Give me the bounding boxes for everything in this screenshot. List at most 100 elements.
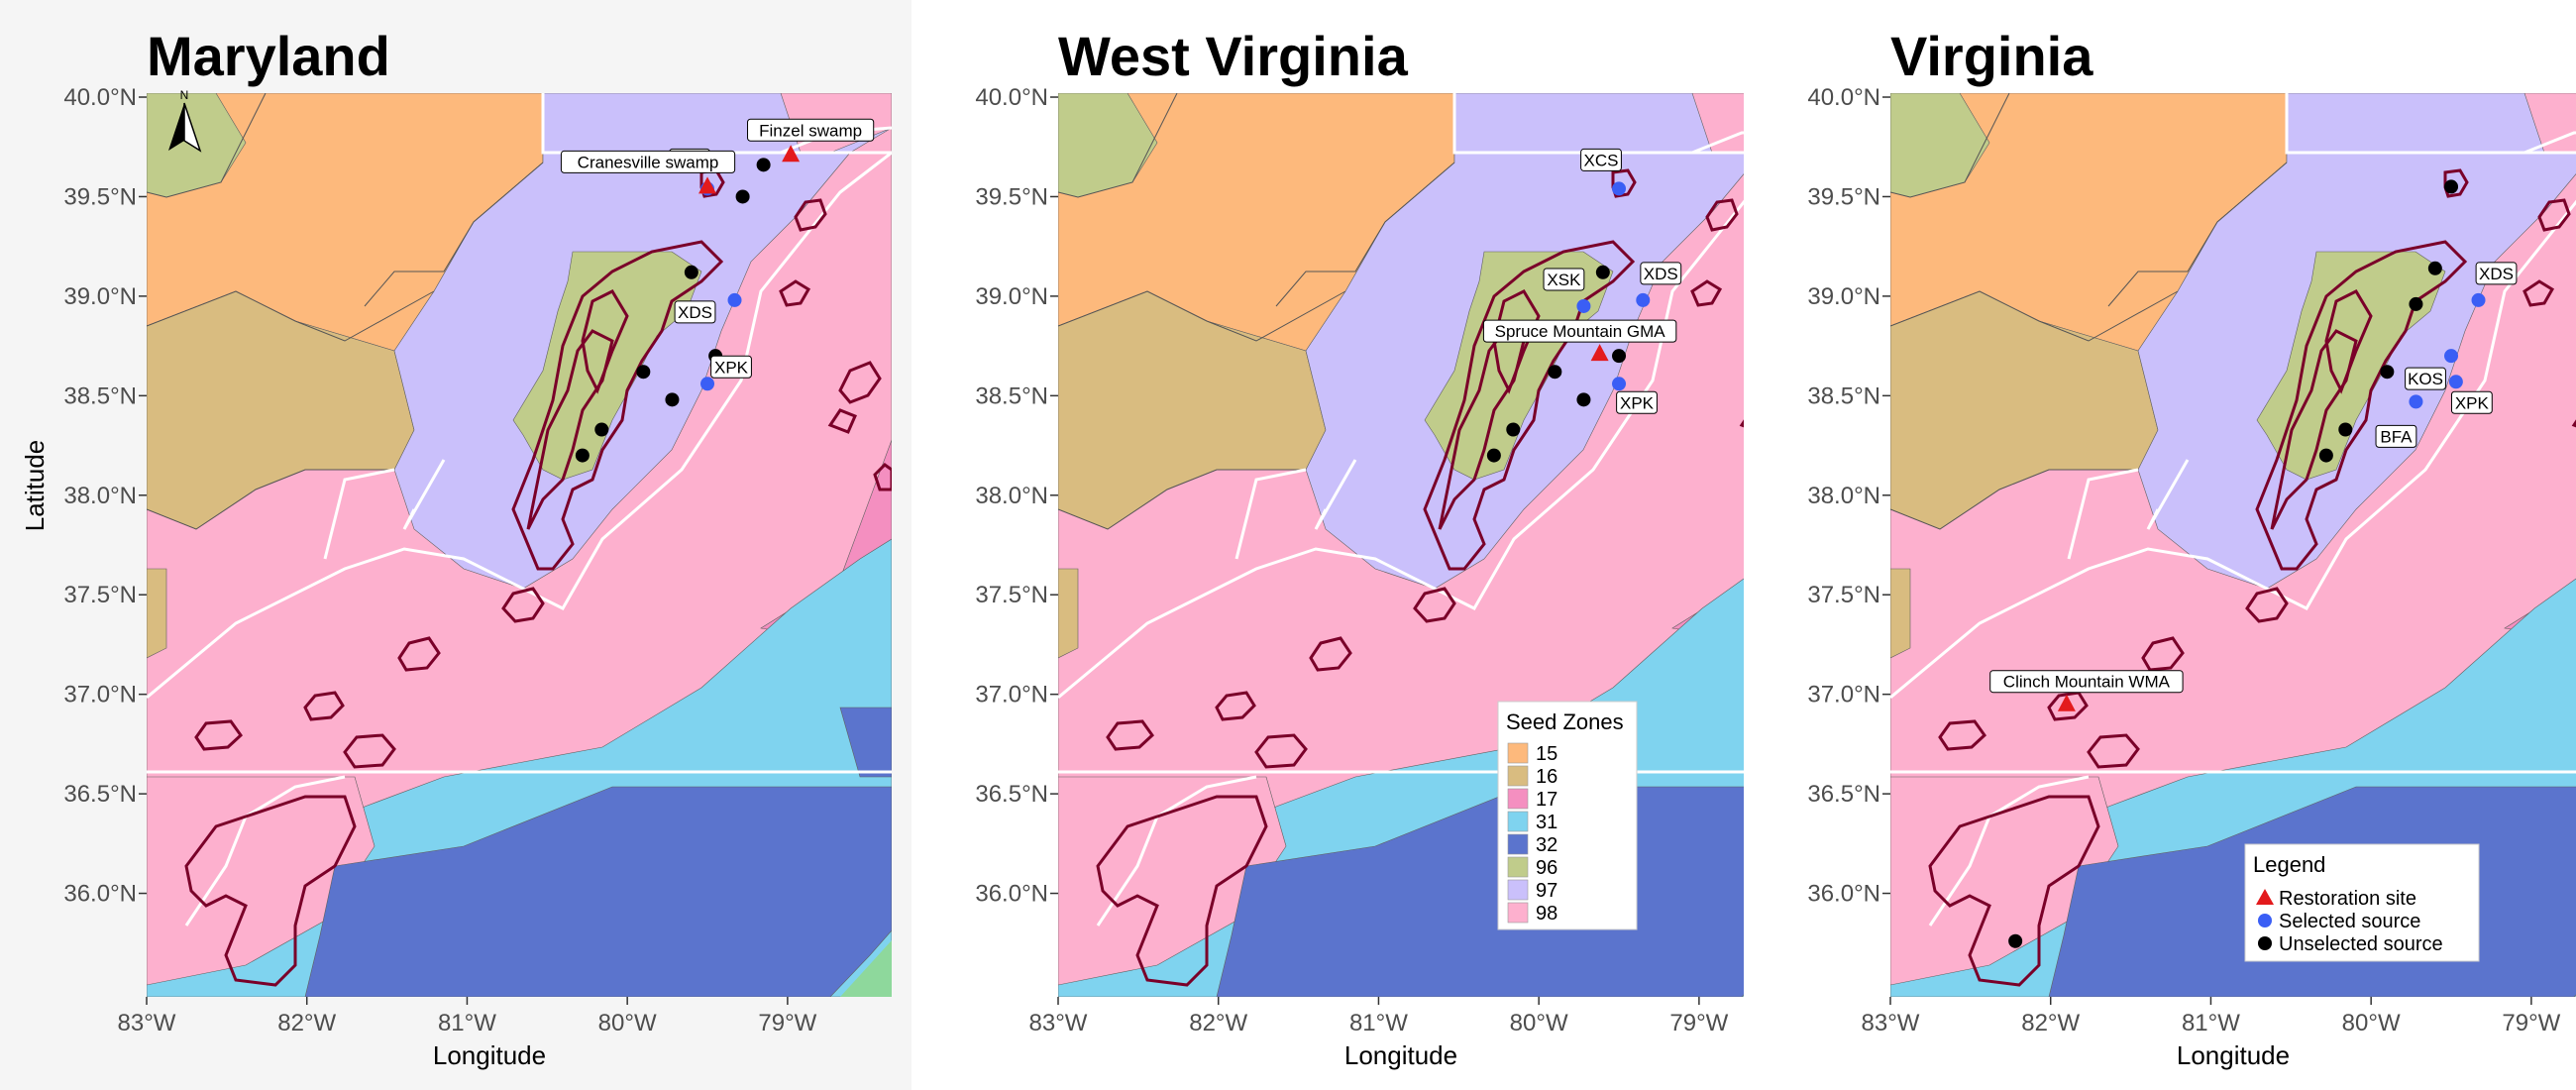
seed-zone-legend-label: 15: [1536, 743, 1557, 765]
seed-zone-legend-label: 31: [1536, 812, 1557, 833]
y-tick-label: 39.0°N: [63, 283, 137, 310]
y-tick-label: 39.5°N: [1807, 183, 1880, 210]
county-boundary: [147, 290, 435, 342]
point-label-box: [2405, 367, 2446, 390]
y-tick-label: 39.5°N: [975, 183, 1048, 210]
seed-zone-legend-label: 96: [1536, 857, 1557, 879]
county-boundary: [1058, 290, 1346, 342]
x-tick-label: 80°W: [1510, 1010, 1568, 1036]
map-frame: [1890, 93, 2576, 997]
point-label-box: [674, 300, 716, 324]
state-boundary: [1691, 131, 1744, 155]
seed-zone-swatch: [1507, 765, 1529, 787]
point-label: XDS: [1644, 265, 1678, 283]
species-range-contour: [343, 733, 396, 769]
species-range-contour: [1705, 198, 1739, 232]
y-tick-label: 36.0°N: [63, 881, 137, 908]
unselected-source-marker: [756, 158, 771, 172]
point-label: Spruce Mountain GMA: [1495, 322, 1666, 341]
selected-source-marker: [1612, 377, 1627, 391]
panel-title: West Virginia: [1058, 25, 1409, 87]
point-label: BFA: [2380, 427, 2413, 446]
selected-source-marker: [727, 292, 742, 307]
x-axis-title: Longitude: [433, 1040, 546, 1070]
state-boundary: [1452, 93, 1744, 155]
species-range-contour: [2245, 587, 2289, 623]
state-boundary: [2146, 459, 2190, 530]
point-label-box: [2475, 262, 2518, 285]
y-tick-label: 38.0°N: [1807, 483, 1880, 509]
point-legend-title: Legend: [2253, 852, 2325, 877]
x-tick-label: 79°W: [758, 1010, 816, 1036]
seed-zone-swatch: [1507, 811, 1529, 832]
county-boundary: [1275, 162, 1455, 307]
species-range-contour: [1938, 719, 1986, 751]
point-label: XDS: [2479, 265, 2514, 283]
species-range-contour: [2270, 329, 2358, 530]
species-range-contour: [1254, 733, 1308, 769]
y-tick-label: 37.5°N: [63, 582, 137, 608]
species-range-contour: [2537, 198, 2571, 232]
panel-title: Virginia: [1890, 25, 2093, 87]
legend-circle-icon: [2258, 936, 2272, 950]
x-tick-label: 83°W: [1862, 1010, 1920, 1036]
y-tick-label: 37.0°N: [63, 682, 137, 708]
species-range-contour: [1106, 719, 1154, 751]
species-range-contour: [873, 463, 892, 491]
x-tick-label: 79°W: [1669, 1010, 1728, 1036]
county-boundary: [2107, 162, 2288, 307]
state-boundary: [2523, 131, 2576, 155]
y-tick-label: 36.0°N: [1807, 881, 1880, 908]
point-label: Clinch Mountain WMA: [2003, 673, 2171, 692]
map-panel-maryland: Maryland 83°W 82°W 81°W 80°W 79°W 40.0°N 39.5°N…: [0, 0, 912, 1090]
y-tick-label: 37.0°N: [1807, 682, 1880, 708]
legend-triangle-icon: [2256, 889, 2274, 905]
state-boundary: [541, 93, 892, 155]
unselected-source-marker: [575, 448, 590, 463]
county-boundary: [1890, 290, 2179, 342]
unselected-source-marker: [636, 365, 651, 380]
panel-title: Maryland: [147, 25, 390, 87]
y-tick-label: 39.0°N: [1807, 283, 1880, 310]
x-tick-label: 81°W: [438, 1010, 496, 1036]
y-tick-label: 40.0°N: [975, 84, 1048, 111]
point-label-box: [1580, 148, 1622, 171]
county-boundary: [1058, 469, 1306, 530]
state-boundary: [2067, 468, 2139, 560]
state-boundary: [323, 468, 395, 560]
map-frame: [1058, 93, 1744, 997]
x-tick-label: 82°W: [2021, 1010, 2080, 1036]
north-arrow-icon: N: [168, 88, 202, 153]
y-tick-label: 36.5°N: [975, 781, 1048, 808]
seed-zone-swatch: [1507, 879, 1529, 901]
seed-zone-32: [839, 707, 892, 778]
point-label: XPK: [714, 358, 749, 377]
y-tick-label: 36.0°N: [975, 881, 1048, 908]
point-label: Cranesville swamp: [578, 153, 719, 171]
y-tick-label: 38.0°N: [63, 483, 137, 509]
point-legend-label: Selected source: [2279, 911, 2420, 932]
point-label-box: [747, 118, 875, 142]
species-range-contour: [511, 240, 724, 571]
unselected-source-marker: [594, 422, 609, 437]
seed-zone-32: [304, 786, 892, 997]
point-legend-box: [2244, 843, 2480, 962]
species-range-contour: [1928, 795, 2100, 987]
seed-zone-corner: [840, 940, 892, 997]
species-range-contour: [501, 587, 545, 623]
unselected-source-marker: [1506, 422, 1521, 437]
north-arrow-label: N: [180, 88, 189, 102]
x-tick-label: 79°W: [2502, 1010, 2560, 1036]
x-tick-label: 82°W: [277, 1010, 336, 1036]
species-range-contour: [838, 361, 882, 404]
unselected-source-marker: [2409, 296, 2423, 311]
species-range-contour: [1611, 168, 1637, 198]
selected-source-marker: [2409, 394, 2423, 409]
unselected-source-marker: [1612, 349, 1627, 364]
point-label: XPK: [2455, 393, 2490, 412]
point-label: XSK: [1547, 271, 1581, 289]
species-range-contour: [794, 198, 827, 232]
unselected-source-marker: [1576, 392, 1591, 407]
point-label-box: [2375, 424, 2417, 448]
